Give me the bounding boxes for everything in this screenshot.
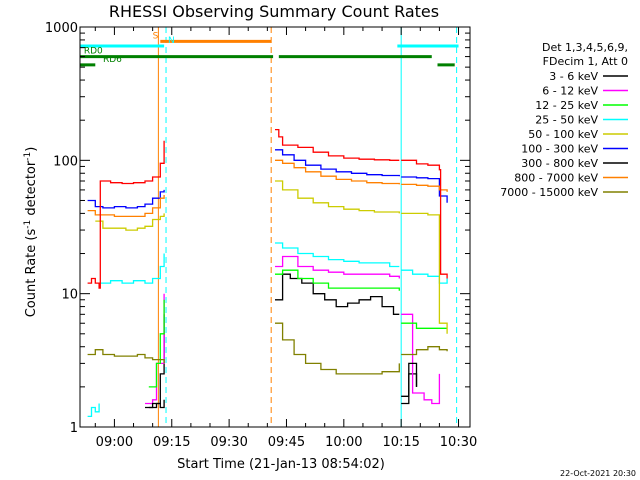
series-3-segment-1 [99, 253, 165, 284]
series-4-segment-2 [401, 212, 448, 334]
y-label-part-2: detector [24, 160, 39, 220]
series-2-segment-1 [275, 269, 400, 291]
flag-label-N: N [168, 36, 175, 46]
x-axis: 09:00 09:15 09:30 09:45 10:00 10:15 10:30 [94, 27, 477, 450]
series-3-segment-3 [401, 269, 448, 284]
x-tick-label-5: 10:15 [382, 435, 419, 450]
series-7-segment-1 [275, 159, 400, 185]
generated-timestamp: 22-Oct-2021 20:30 [560, 469, 636, 478]
series-3-segment-2 [275, 242, 400, 268]
series-6-segment-0 [145, 399, 165, 409]
y-tick-label-2: 100 [53, 154, 78, 169]
series-2-segment-2 [401, 322, 448, 329]
legend-label-7: 800 - 7000 keV [514, 172, 598, 185]
series-1-segment-2 [401, 313, 441, 405]
x-tick-label-2: 09:30 [210, 435, 247, 450]
series-9-segment-1 [275, 128, 400, 161]
legend-label-4: 50 - 100 keV [528, 128, 598, 141]
x-tick-label-3: 09:45 [268, 435, 305, 450]
legend-header-1: Det 1,3,4,5,6,9, [542, 41, 628, 54]
series-4-segment-0 [95, 213, 165, 231]
y-label-exponent-1: -1 [23, 220, 33, 229]
legend-label-3: 25 - 50 keV [535, 114, 598, 127]
series-1-segment-1 [275, 255, 400, 279]
series-5-segment-1 [275, 149, 400, 177]
series-4-segment-1 [275, 180, 400, 214]
y-axis: 1 10 100 1000 [45, 21, 470, 436]
series-5-segment-2 [401, 176, 448, 203]
flag-label-S: S [153, 31, 159, 41]
series-8-segment-1 [275, 322, 400, 375]
y-label-exponent-2: -1 [23, 152, 33, 161]
chart-title: RHESSI Observing Summary Count Rates [109, 2, 439, 21]
y-tick-label-1: 10 [61, 288, 78, 303]
y-tick-label-3: 1000 [45, 21, 78, 36]
y-label-part-3: ) [24, 147, 39, 152]
series-2-segment-0 [148, 299, 165, 388]
y-label-part-1: Count Rate (s [24, 229, 39, 318]
flag-label-RD0: RD0 [84, 47, 103, 57]
legend-label-5: 100 - 300 keV [521, 143, 598, 156]
x-tick-label-4: 10:00 [325, 435, 362, 450]
legend-label-0: 3 - 6 keV [549, 70, 598, 83]
legend-label-6: 300 - 800 keV [521, 157, 598, 170]
legend-label-1: 6 - 12 keV [542, 85, 598, 98]
series-9-segment-0 [87, 140, 165, 289]
legend: Det 1,3,4,5,6,9, FDecim 1, Att 0 3 - 6 k… [500, 41, 628, 199]
series-8-segment-2 [401, 346, 448, 356]
x-tick-label-0: 09:00 [96, 435, 133, 450]
flag-label-RD6: RD6 [103, 55, 122, 65]
x-tick-label-1: 09:15 [153, 435, 190, 450]
legend-label-2: 12 - 25 keV [535, 99, 598, 112]
series-8-segment-0 [87, 349, 165, 364]
y-axis-label: Count Rate (s-1 detector-1) [23, 147, 39, 318]
series-7-segment-2 [401, 183, 448, 192]
legend-header-2: FDecim 1, Att 0 [543, 55, 628, 68]
legend-label-8: 7000 - 15000 keV [500, 186, 598, 199]
series-7-segment-0 [87, 195, 165, 218]
series-9-segment-2 [401, 159, 448, 279]
series-3-segment-0 [87, 403, 100, 418]
y-tick-label-0: 1 [70, 421, 78, 436]
x-tick-label-6: 10:30 [440, 435, 477, 450]
plot-frame [79, 26, 471, 428]
series-6-segment-1 [401, 362, 418, 405]
series-5-segment-0 [87, 189, 165, 209]
series-0-segment-1 [275, 273, 400, 315]
x-axis-label: Start Time (21-Jan-13 08:54:02) [177, 457, 385, 472]
